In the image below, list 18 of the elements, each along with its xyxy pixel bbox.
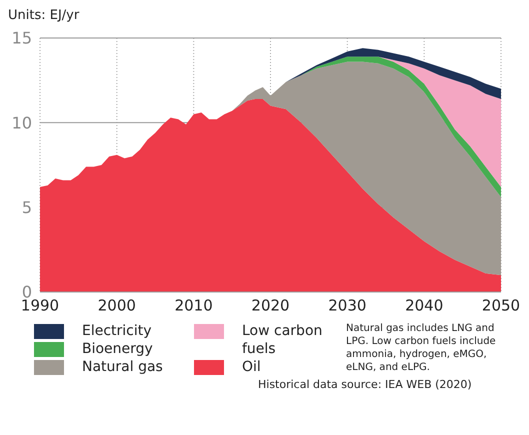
- x-tick-label: 1990: [20, 296, 60, 315]
- x-tick-label: 2020: [251, 296, 290, 315]
- x-tick-label: 2030: [328, 296, 366, 315]
- x-tick-label: 2010: [174, 296, 213, 315]
- y-tick-label: 10: [12, 113, 32, 132]
- text: Natural gas includes LNG and LPG. Low carbon fuels include ammonia, hydrogen, eMGO, eLNG, and eLPG.: [346, 322, 497, 374]
- x-tick-label: 2050: [482, 296, 520, 315]
- legend-label: Electricity: [82, 322, 153, 340]
- legend-label: Bioenergy: [82, 340, 154, 358]
- y-tick-label: 5: [22, 198, 32, 218]
- legend-label: Oil: [242, 358, 262, 376]
- x-tick-label: 2040: [405, 296, 444, 315]
- text: Historical data source: IEA WEB (2020): [258, 378, 473, 391]
- legend-label: Low carbon fuels: [242, 322, 324, 358]
- legend-label: Natural gas: [82, 358, 164, 376]
- y-axis-title: Units: EJ/yr: [8, 8, 80, 25]
- x-tick-label: 2000: [98, 296, 136, 315]
- y-tick-label: 15: [12, 28, 32, 48]
